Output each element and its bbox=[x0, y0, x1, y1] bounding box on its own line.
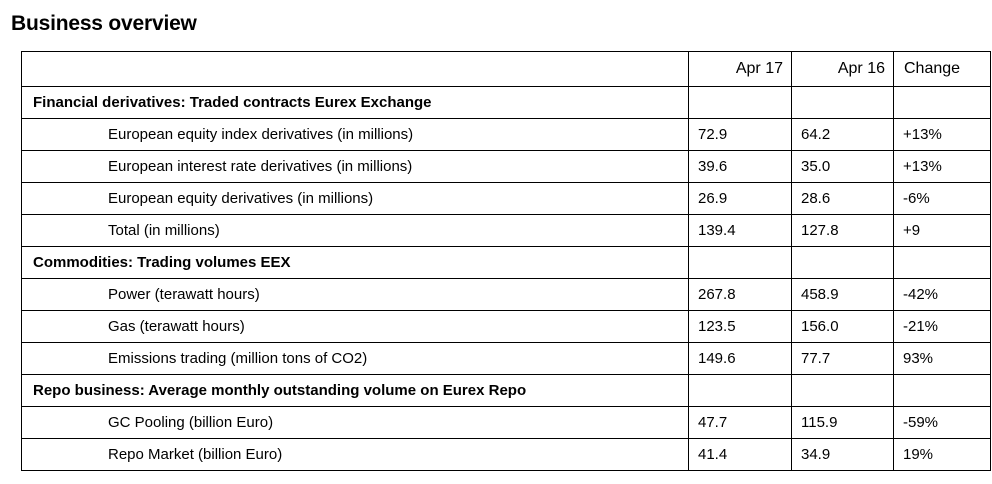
row-label: GC Pooling (billion Euro) bbox=[21, 406, 689, 439]
value-change: 93% bbox=[893, 342, 991, 375]
table-row: Emissions trading (million tons of CO2) 1… bbox=[21, 342, 991, 375]
value-apr17: 41.4 bbox=[688, 438, 792, 471]
value-change: -59% bbox=[893, 406, 991, 439]
row-label: European equity index derivatives (in mi… bbox=[21, 118, 689, 151]
value-apr17: 139.4 bbox=[688, 214, 792, 247]
section-heading: Commodities: Trading volumes EEX bbox=[21, 246, 689, 279]
column-header-apr17: Apr 17 bbox=[688, 51, 792, 87]
value-apr16 bbox=[791, 86, 894, 119]
row-label: Power (terawatt hours) bbox=[21, 278, 689, 311]
column-header-change: Change bbox=[893, 51, 991, 87]
value-apr16: 115.9 bbox=[791, 406, 894, 439]
value-apr16 bbox=[791, 246, 894, 279]
table-row: Power (terawatt hours) 267.8 458.9 -42% bbox=[21, 278, 991, 311]
section-row: Repo business: Average monthly outstandi… bbox=[21, 374, 991, 407]
value-change bbox=[893, 246, 991, 279]
value-change bbox=[893, 374, 991, 407]
table-row: European interest rate derivatives (in m… bbox=[21, 150, 991, 183]
table-row: Repo Market (billion Euro) 41.4 34.9 19% bbox=[21, 438, 991, 471]
value-apr16: 156.0 bbox=[791, 310, 894, 343]
value-apr17: 39.6 bbox=[688, 150, 792, 183]
value-apr17: 267.8 bbox=[688, 278, 792, 311]
header-label-cell bbox=[21, 51, 689, 87]
section-row: Financial derivatives: Traded contracts … bbox=[21, 86, 991, 119]
table-row: European equity index derivatives (in mi… bbox=[21, 118, 991, 151]
value-apr17 bbox=[688, 246, 792, 279]
table-row: Total (in millions) 139.4 127.8 +9 bbox=[21, 214, 991, 247]
value-change: +9 bbox=[893, 214, 991, 247]
value-apr16: 64.2 bbox=[791, 118, 894, 151]
value-apr16 bbox=[791, 374, 894, 407]
row-label: Total (in millions) bbox=[21, 214, 689, 247]
value-apr17: 149.6 bbox=[688, 342, 792, 375]
column-header-apr16: Apr 16 bbox=[791, 51, 894, 87]
row-label: Emissions trading (million tons of CO2) bbox=[21, 342, 689, 375]
value-change: -6% bbox=[893, 182, 991, 215]
value-apr16: 127.8 bbox=[791, 214, 894, 247]
section-heading: Financial derivatives: Traded contracts … bbox=[21, 86, 689, 119]
section-heading: Repo business: Average monthly outstandi… bbox=[21, 374, 689, 407]
value-apr17: 72.9 bbox=[688, 118, 792, 151]
table-row: European equity derivatives (in millions… bbox=[21, 182, 991, 215]
value-apr17 bbox=[688, 374, 792, 407]
value-apr17: 123.5 bbox=[688, 310, 792, 343]
value-change: -21% bbox=[893, 310, 991, 343]
value-apr17: 47.7 bbox=[688, 406, 792, 439]
value-change: +13% bbox=[893, 150, 991, 183]
row-label: Repo Market (billion Euro) bbox=[21, 438, 689, 471]
page-title: Business overview bbox=[11, 12, 197, 35]
value-apr17: 26.9 bbox=[688, 182, 792, 215]
row-label: Gas (terawatt hours) bbox=[21, 310, 689, 343]
row-label: European interest rate derivatives (in m… bbox=[21, 150, 689, 183]
value-apr16: 77.7 bbox=[791, 342, 894, 375]
value-apr16: 28.6 bbox=[791, 182, 894, 215]
value-apr17 bbox=[688, 86, 792, 119]
value-change: +13% bbox=[893, 118, 991, 151]
business-overview-table: Apr 17 Apr 16 Change Financial derivativ… bbox=[21, 51, 991, 471]
table-row: GC Pooling (billion Euro) 47.7 115.9 -59% bbox=[21, 406, 991, 439]
value-change: -42% bbox=[893, 278, 991, 311]
value-change: 19% bbox=[893, 438, 991, 471]
header-row: Apr 17 Apr 16 Change bbox=[21, 51, 991, 87]
value-apr16: 458.9 bbox=[791, 278, 894, 311]
row-label: European equity derivatives (in millions… bbox=[21, 182, 689, 215]
value-apr16: 34.9 bbox=[791, 438, 894, 471]
value-apr16: 35.0 bbox=[791, 150, 894, 183]
value-change bbox=[893, 86, 991, 119]
table-row: Gas (terawatt hours) 123.5 156.0 -21% bbox=[21, 310, 991, 343]
section-row: Commodities: Trading volumes EEX bbox=[21, 246, 991, 279]
